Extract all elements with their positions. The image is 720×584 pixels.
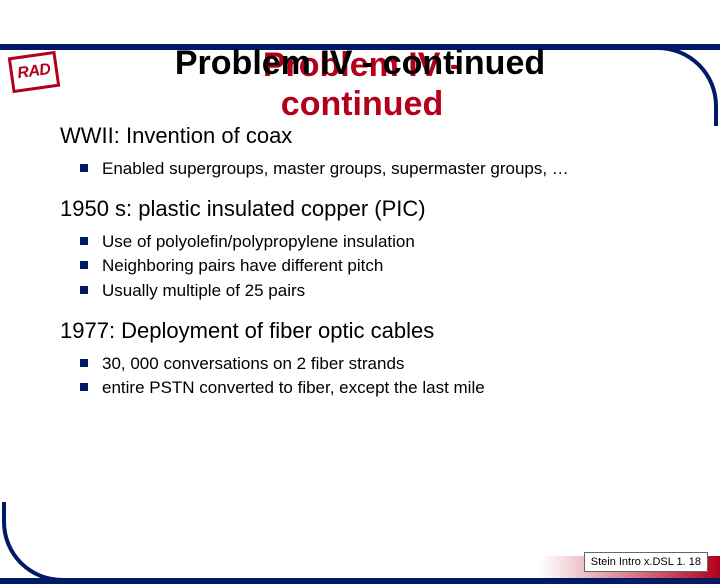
section-heading: 1950 s: plastic insulated copper (PIC) [60, 196, 666, 222]
bullet-item: entire PSTN converted to fiber, except t… [80, 376, 666, 401]
slide-content: WWII: Invention of coax Enabled supergro… [0, 83, 720, 401]
footer-label: Stein Intro x.DSL 1. 18 [584, 552, 708, 572]
bottom-border [0, 578, 720, 584]
section-heading: 1977: Deployment of fiber optic cables [60, 318, 666, 344]
title-main: Problem IV - continued [175, 44, 545, 82]
bullet-item: 30, 000 conversations on 2 fiber strands [80, 352, 666, 377]
bullet-list: Enabled supergroups, master groups, supe… [60, 157, 666, 182]
bullet-item: Enabled supergroups, master groups, supe… [80, 157, 666, 182]
section-heading: WWII: Invention of coax [60, 123, 666, 149]
bullet-item: Neighboring pairs have different pitch [80, 254, 666, 279]
bullet-list: Use of polyolefin/polypropylene insulati… [60, 230, 666, 304]
bullet-list: 30, 000 conversations on 2 fiber strands… [60, 352, 666, 401]
bullet-item: Usually multiple of 25 pairs [80, 279, 666, 304]
corner-bottom-left [2, 502, 82, 582]
bullet-item: Use of polyolefin/polypropylene insulati… [80, 230, 666, 255]
slide-title: Problem IV - continued Problem IV - cont… [0, 44, 720, 83]
